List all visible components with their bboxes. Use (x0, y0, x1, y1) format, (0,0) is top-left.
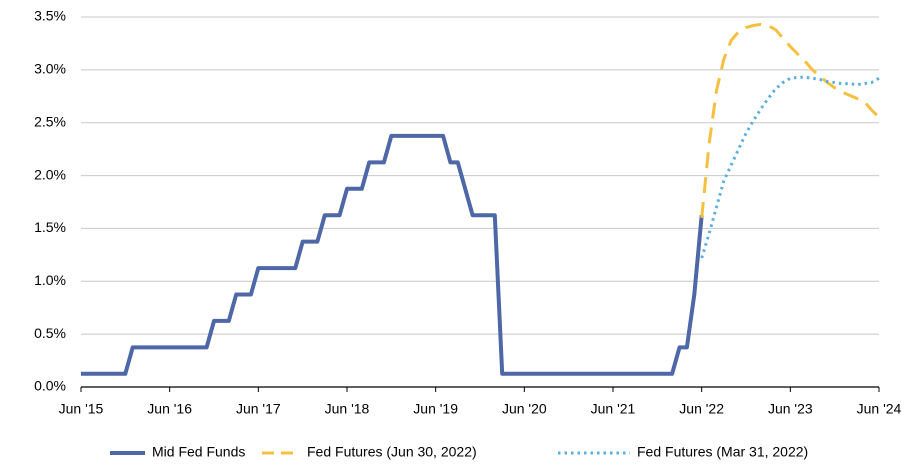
y-tick-label: 0.0% (34, 378, 66, 394)
x-tick-label: Jun '19 (413, 401, 458, 417)
legend-label: Fed Futures (Mar 31, 2022) (637, 444, 808, 460)
legend-label: Fed Futures (Jun 30, 2022) (307, 444, 477, 460)
y-tick-label: 3.0% (34, 61, 66, 77)
x-tick-label: Jun '15 (59, 401, 104, 417)
y-tick-label: 3.5% (34, 8, 66, 24)
x-tick-label: Jun '17 (236, 401, 281, 417)
x-tick-label: Jun '23 (768, 401, 813, 417)
y-tick-label: 0.5% (34, 325, 66, 341)
y-tick-label: 2.5% (34, 113, 66, 129)
legend-label: Mid Fed Funds (152, 444, 245, 460)
y-tick-label: 2.0% (34, 166, 66, 182)
x-tick-label: Jun '22 (679, 401, 724, 417)
series-line (700, 75, 880, 259)
x-tick-label: Jun '21 (591, 401, 636, 417)
y-tick-label: 1.0% (34, 272, 66, 288)
x-tick-label: Jun '20 (502, 401, 547, 417)
x-tick-label: Jun '18 (325, 401, 370, 417)
y-tick-label: 1.5% (34, 219, 66, 235)
x-tick-label: Jun '24 (857, 401, 902, 417)
series-line (81, 133, 704, 376)
series-line (700, 22, 881, 219)
x-tick-label: Jun '16 (147, 401, 192, 417)
